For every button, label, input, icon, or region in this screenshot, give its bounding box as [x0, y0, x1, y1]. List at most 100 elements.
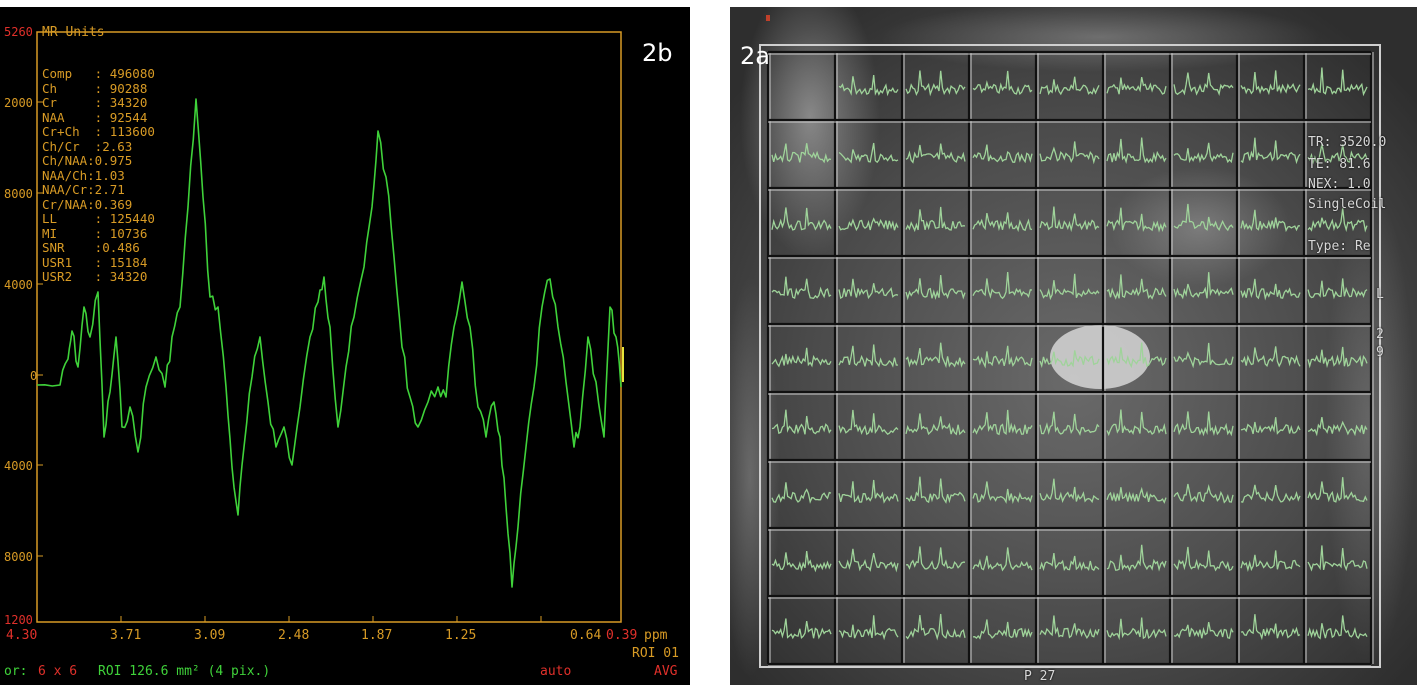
cell-spectrum [771, 276, 832, 300]
cell-spectrum [1106, 76, 1167, 95]
cell-spectrum [771, 618, 832, 640]
cell-spectrum [905, 546, 965, 570]
footer-auto: auto [540, 664, 572, 679]
footer-avg: AVG [654, 664, 678, 679]
cell-spectrum [1039, 206, 1100, 233]
footer-grid: 6 x 6 [38, 664, 78, 679]
x-left-value: 4.30 [6, 628, 38, 643]
cell-spectrum [1173, 483, 1234, 504]
cell-spectrum [838, 75, 899, 97]
stat-line: LL : 125440 [42, 211, 155, 226]
cell-spectrum [838, 344, 899, 368]
cell-spectrum [1307, 477, 1368, 503]
x-tick: 1.25 [445, 628, 477, 643]
mr-image-with-grid [730, 7, 1417, 685]
cell-spectrum [972, 409, 1033, 436]
cell-spectrum [1039, 615, 1100, 640]
cell-spectrum [1240, 278, 1301, 301]
x-tick: 1.87 [361, 628, 393, 643]
param-tr: TR: 3520.0 [1308, 135, 1387, 150]
cell-spectrum [1307, 346, 1368, 369]
panel-label-2a: 2a [740, 42, 770, 70]
cell-spectrum [1173, 142, 1234, 164]
cell-spectrum [1173, 342, 1234, 369]
y-tick: 0 [30, 369, 38, 383]
cell-spectrum [1307, 416, 1368, 437]
cell-spectrum [838, 217, 899, 232]
y-tick: 2000 [4, 96, 33, 110]
cell-spectrum [1307, 143, 1368, 165]
side-label-2: 2 [1376, 327, 1384, 342]
panel-label-2b: 2b [642, 39, 673, 67]
x-tick: 3.09 [194, 628, 226, 643]
cell-spectrum [1173, 272, 1234, 300]
cell-spectrum [1307, 208, 1368, 233]
cell-spectrum [838, 479, 899, 504]
cell-spectrum [972, 481, 1033, 504]
stat-line: Ch/NAA:0.975 [42, 153, 133, 168]
cell-spectrum [771, 551, 832, 573]
cell-spectrum [1173, 621, 1234, 640]
cell-spectrum [905, 70, 966, 97]
cell-spectrum [1173, 546, 1234, 572]
stat-line: Cr/NAA:0.369 [42, 196, 133, 212]
param-te: TE: 81.6 [1308, 157, 1371, 172]
cell-spectrum [1039, 478, 1100, 504]
roi-label: ROI 01 [632, 646, 679, 661]
cell-spectrum [905, 206, 966, 233]
cell-spectrum [1039, 141, 1100, 165]
cell-spectrum [1240, 346, 1301, 368]
x-tick: 3.71 [110, 628, 142, 643]
cell-spectrum [1240, 614, 1301, 641]
spectral-grid-panel: 2a TR: 3520.0 TE: 81.6 NEX: 1.0 SingleCo… [730, 7, 1417, 685]
cell-spectrum [1307, 545, 1368, 572]
x-unit: ppm [644, 628, 668, 643]
cell-spectrum [1039, 553, 1100, 572]
type-label: Type: Re [1308, 239, 1371, 254]
spectrum-panel: 5260 MR Units 2b 2000 8000 4000 0 4000 8… [0, 7, 690, 685]
stat-line: NAA/Ch:1.03 [42, 167, 125, 183]
units-title: MR Units [42, 25, 105, 40]
y-tick: 4000 [4, 278, 33, 292]
x-tick: 2.48 [278, 628, 310, 643]
cell-spectrum [1106, 137, 1167, 164]
cell-spectrum [1173, 72, 1234, 96]
stat-line: MI : 10736 [42, 225, 148, 241]
side-label-l: L [1376, 287, 1384, 302]
cell-spectrum [1240, 137, 1301, 165]
param-nex: NEX: 1.0 [1308, 177, 1371, 192]
cell-spectrum [1307, 278, 1368, 300]
cell-spectrum [1106, 617, 1167, 641]
stat-line: NAA/Cr:2.71 [42, 182, 125, 197]
cell-spectrum [1173, 411, 1234, 437]
cell-spectrum [838, 278, 899, 300]
stat-line: USR2 : 34320 [42, 269, 148, 284]
cell-spectrum [1106, 409, 1167, 437]
y-bottom-value: 1200 [4, 613, 33, 627]
cell-spectrum [838, 548, 899, 573]
cell-spectrum [1307, 615, 1368, 640]
cell-spectrum [771, 347, 832, 368]
stat-line: Cr+Ch : 113600 [42, 124, 155, 139]
cell-spectrum [972, 619, 1033, 640]
cell-spectrum [1240, 417, 1301, 435]
stat-line: SNR :0.486 [42, 240, 140, 255]
x-right-value: 0.39 [606, 628, 638, 643]
cell-spectrum [972, 547, 1033, 572]
cell-spectrum [1106, 207, 1167, 233]
side-label-9: 9 [1376, 345, 1384, 360]
cell-spectrum [1106, 342, 1167, 369]
y-tick: 8000 [4, 187, 33, 201]
cell-spectrum [972, 70, 1033, 96]
footer-prefix: or: [4, 664, 28, 679]
cell-spectrum [838, 409, 899, 436]
cell-spectrum [905, 342, 966, 369]
cell-spectrum [905, 275, 966, 301]
cell-spectrum [1307, 67, 1368, 97]
bottom-label: P 27 [1024, 669, 1056, 684]
cell-spectrum [1039, 411, 1100, 436]
cell-spectrum [905, 143, 966, 164]
y-tick: 8000 [4, 550, 33, 564]
cell-spectrum [1106, 544, 1167, 572]
spectrum-plot [36, 31, 624, 623]
